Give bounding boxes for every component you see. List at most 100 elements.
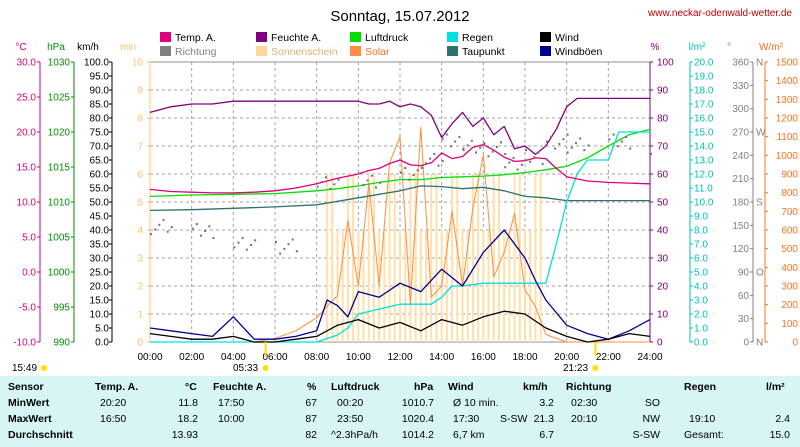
direction-dot: [483, 142, 486, 145]
axis-tick-label: 90: [738, 268, 750, 279]
axis-tick-label: 5: [137, 198, 143, 209]
legend-swatch: [447, 46, 458, 56]
axis-tick-label: 50.0: [90, 198, 110, 209]
direction-dot: [337, 178, 340, 181]
direction-dot: [566, 133, 569, 136]
axis-tick-label: 30.0: [90, 254, 110, 265]
axis-tick-label: 60: [657, 170, 669, 181]
legend-swatch: [540, 46, 551, 56]
legend-swatch: [256, 32, 267, 42]
axis-tick-label: 10.0: [694, 198, 714, 209]
x-tick-label: 20:00: [554, 352, 579, 363]
sunshine-bar: [487, 230, 490, 342]
axis-tick-label: 20.0: [90, 282, 110, 293]
direction-dot: [550, 135, 552, 138]
axis-tick-label: 55.0: [90, 184, 110, 195]
axis-tick-label: 60.0: [90, 170, 110, 181]
table-row: MaxWert 16:50 18.2 10:00 87 23:50 1020.4…: [0, 413, 800, 427]
sunshine-bar: [456, 174, 459, 342]
direction-dot: [441, 160, 444, 162]
wind-direction: S-SW: [500, 413, 528, 425]
direction-dot: [441, 138, 444, 141]
axis-tick-label: 25.0: [90, 268, 110, 279]
humidity-value: 87: [305, 413, 317, 425]
axis-tick-label: 20.0: [694, 58, 714, 69]
axis-tick-label: 40.0: [90, 226, 110, 237]
direction-dot: [500, 141, 502, 144]
axis-tick-label: 4.0: [694, 282, 708, 293]
direction-dot: [462, 149, 465, 152]
axis-tick-label: 2.0: [694, 310, 708, 321]
sunshine-bar: [445, 230, 448, 342]
direction-dot: [404, 167, 407, 169]
header-humidity: Feuchte A.: [213, 381, 267, 393]
sunshine-bar: [466, 230, 469, 342]
header-wind-unit: km/h: [523, 381, 548, 393]
direction-dot: [470, 139, 473, 142]
direction-time: 02:30: [571, 397, 598, 409]
sunshine-bar: [419, 230, 422, 342]
axis-tick-label: 13.0: [694, 156, 714, 167]
legend-swatch: [350, 32, 361, 42]
sunshine-bar: [414, 174, 417, 342]
direction-dot: [233, 246, 236, 249]
direction-dot: [237, 241, 240, 244]
sunshine-bar: [477, 174, 480, 342]
legend-label: Sonnenschein: [271, 46, 338, 58]
x-tick-label: 18:00: [512, 352, 537, 363]
table-row: MinWert 20:20 11.8 17:50 67 00:20 1010.7…: [0, 397, 800, 411]
axis-tick-label: 1010: [48, 198, 71, 209]
pressure-time: 23:50: [337, 413, 364, 425]
legend-label: Windböen: [555, 46, 602, 58]
axis-tick-label: 0: [657, 338, 663, 349]
row-label: MaxWert: [8, 413, 52, 425]
axis-tick-label: 5.0: [694, 268, 708, 279]
axis-tick-label: 1005: [48, 233, 71, 244]
axis-tick-label: 9.0: [694, 212, 708, 223]
axis-tick-label: 1000: [48, 268, 71, 279]
humidity-value: 67: [305, 397, 317, 409]
axis-tick-label: 100: [781, 319, 798, 330]
sunrise-label: 05:33: [233, 363, 258, 374]
axis-tick-label: 30: [657, 254, 669, 265]
table-row: Durchschnitt 13.93 82 ^2.3hPa/h 1014.2 6…: [0, 429, 800, 443]
sunshine-bar: [482, 230, 485, 342]
direction-dot: [166, 230, 169, 233]
direction-dot: [587, 144, 590, 147]
temp-value: 18.2: [177, 413, 198, 425]
direction-dot: [562, 138, 565, 141]
axis-tick-label: 30: [738, 314, 750, 325]
sunshine-bar: [341, 230, 344, 342]
direction-dot: [650, 153, 652, 155]
direction-dot: [375, 186, 377, 189]
wind-value: 3.2: [539, 397, 554, 409]
axis-tick-label: 3.0: [694, 296, 708, 307]
axes: 30.025.020.015.010.05.00.0-5.0-10.010301…: [13, 58, 798, 364]
direction-dot: [462, 147, 465, 150]
direction-dot: [454, 140, 457, 143]
direction-dot: [158, 223, 161, 226]
axis-tick-label: 300: [732, 104, 749, 115]
direction-dot: [283, 247, 286, 250]
direction-dot: [358, 172, 361, 175]
direction-dot: [433, 153, 436, 155]
direction-dot: [445, 133, 448, 136]
x-tick-label: 04:00: [221, 352, 246, 363]
site-url[interactable]: www.neckar-odenwald-wetter.de: [647, 8, 792, 19]
direction-dot: [616, 145, 619, 148]
direction-dot: [504, 153, 507, 155]
axis-tick-label: 7.0: [694, 240, 708, 251]
axis-tick-label: 300: [781, 282, 798, 293]
direction-dot: [379, 181, 382, 184]
axis-tick-label: 1.0: [694, 324, 708, 335]
sunshine-bar: [383, 230, 386, 342]
direction-dot: [425, 162, 427, 165]
axis-tick-label: 210: [732, 174, 749, 185]
axis-tick-label: 0: [743, 338, 749, 349]
sunshine-bar: [393, 174, 396, 342]
direction-dot: [241, 237, 244, 239]
regenseries-line: [150, 131, 650, 343]
header-rain: Regen: [684, 381, 717, 393]
axis-tick-label: 10.0: [17, 198, 37, 209]
sunshine-bar: [539, 174, 542, 342]
